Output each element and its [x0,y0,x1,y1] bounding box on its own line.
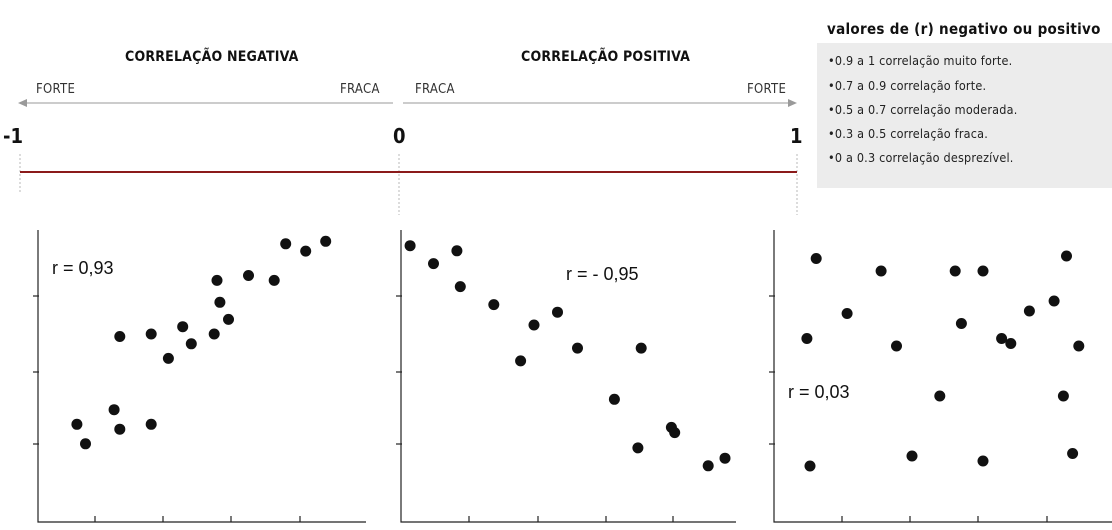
chart3-data-point [1073,340,1085,352]
chart1-data-point [211,274,223,286]
left-strong-label: FORTE [36,82,76,97]
right-strong-label: FORTE [747,82,787,97]
chart3-data-point [906,450,918,462]
chart1-data-point [114,331,126,342]
chart2-axes [400,230,736,523]
chart2-r-annotation: r = - 0,95 [566,264,639,284]
chart2-data-point [635,342,647,354]
chart1-data-point [208,328,220,340]
chart1-data-point [162,352,174,364]
chart1-axes [37,230,366,523]
chart3-data-point [1048,295,1060,307]
chart1-data-point [243,270,254,281]
left-arrow-head [18,99,27,107]
zero-label: 0 [393,124,406,148]
chart3-data-point [1023,305,1035,317]
chart3-data-point [875,265,887,277]
legend-item: •0.9 a 1 correlação muito forte. [828,53,1013,68]
legend-title: valores de (r) negativo ou positivo [827,20,1101,38]
chart3-data-point [977,265,989,277]
chart3-data-point [810,253,822,264]
minus-one-label: -1 [3,124,23,148]
chart2-data-point [669,427,681,439]
chart2-data-point [515,355,527,367]
chart3-data-point [841,308,853,319]
chart3-data-point [801,333,813,344]
chart2-data-point [572,342,583,354]
chart3-data-point [996,333,1008,344]
chart1-r-annotation: r = 0,93 [52,258,114,278]
chart1-data-point [320,235,332,247]
chart1-data-point [300,245,312,257]
legend-item: •0.7 a 0.9 correlação forte. [828,78,987,93]
right-weak-label: FRACA [415,82,455,97]
chart1-data-point [185,338,197,350]
chart3-data-point [949,265,961,277]
chart1-data-point [280,238,292,250]
chart1-data-point [145,328,157,340]
chart2-data-point [488,299,500,311]
left-weak-label: FRACA [340,82,380,97]
chart3-data-point [891,340,902,352]
right-arrow-head [788,99,797,107]
chart3-axes [773,230,1112,523]
legend-box [817,43,1112,188]
negative-correlation-heading: CORRELAÇÃO NEGATIVA [125,49,299,65]
one-label: 1 [790,124,803,148]
chart1-data-point [145,418,157,430]
chart2-data-point [702,460,714,472]
chart3-r-annotation: r = 0,03 [788,382,850,402]
chart3-data-point [1061,250,1072,262]
chart2-data-point [451,245,463,257]
chart2-data-point [608,393,620,405]
chart2-data-point [428,258,439,270]
chart1-data-point [223,313,234,325]
chart2-data-point [528,319,540,331]
chart1-data-point [71,418,83,430]
chart1-data-point [80,438,91,450]
chart1-data-point [108,404,120,416]
chart3-data-point [1005,338,1017,349]
chart1-data-point [177,321,189,333]
chart3-data-point [1067,448,1079,459]
chart1-data-point [268,274,280,286]
legend-item: •0 a 0.3 correlação desprezível. [828,150,1014,165]
chart3-data-point [1057,390,1069,402]
chart3-data-point [934,390,946,402]
legend-item: •0.3 a 0.5 correlação fraca. [828,126,988,141]
chart3-data-point [955,318,967,329]
legend-item: •0.5 a 0.7 correlação moderada. [828,102,1018,117]
chart2-data-point [454,281,466,293]
chart2-data-point [632,442,644,454]
chart3-data-point [804,460,816,472]
chart1-data-point [214,296,226,308]
chart2-data-point [404,240,416,252]
chart3-data-point [977,455,989,467]
positive-correlation-heading: CORRELAÇÃO POSITIVA [521,49,691,65]
chart2-data-point [719,452,731,464]
chart2-data-point [552,306,563,318]
chart1-data-point [114,423,126,435]
